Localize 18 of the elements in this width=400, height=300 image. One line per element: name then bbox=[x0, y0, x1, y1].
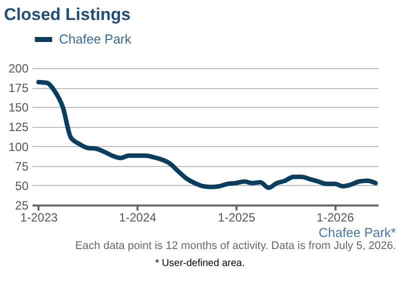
y-tick-label: 75 bbox=[15, 159, 29, 174]
y-tick-label: 150 bbox=[8, 100, 29, 115]
x-tick-label: 1-2024 bbox=[118, 210, 157, 224]
y-tick-label: 25 bbox=[15, 198, 29, 212]
y-tick-label: 125 bbox=[8, 120, 29, 134]
legend-label: Chafee Park bbox=[59, 32, 132, 46]
chart-title: Closed Listings bbox=[4, 5, 131, 24]
y-tick-label: 50 bbox=[15, 178, 29, 193]
text: Each data point is 12 months of activity. Data is from July 5, 2026. bbox=[74, 240, 397, 252]
text: Chafee Park* bbox=[318, 225, 397, 240]
x-tick-label: 1-2025 bbox=[218, 210, 256, 224]
x-tick-label: 1-2023 bbox=[20, 210, 58, 224]
line-series bbox=[36, 80, 378, 190]
y-tick-label: 100 bbox=[8, 140, 29, 154]
text: * User-defined area. bbox=[154, 258, 246, 269]
y-tick-label: 175 bbox=[8, 81, 29, 96]
y-tick-label: 200 bbox=[8, 62, 29, 76]
x-tick-label: 1-2026 bbox=[316, 210, 354, 224]
